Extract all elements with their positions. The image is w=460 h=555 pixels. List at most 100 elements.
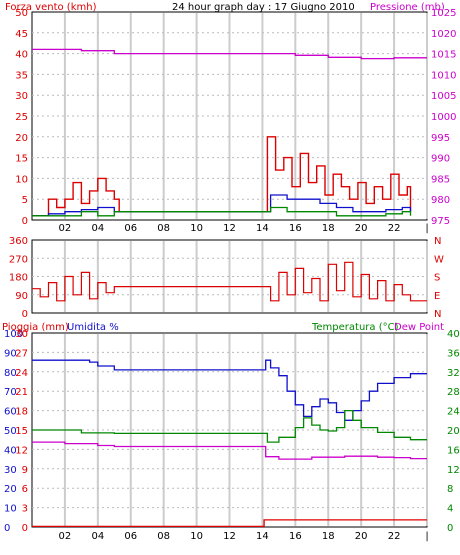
wind-tick-label: 0 bbox=[22, 216, 28, 227]
pressure-tick-label: 990 bbox=[431, 154, 450, 165]
humidity-series bbox=[32, 359, 427, 421]
rain-tick-label: 21 bbox=[15, 387, 28, 398]
pressure-tick-label: 1010 bbox=[431, 70, 456, 81]
wind-tick-label: 10 bbox=[15, 174, 28, 185]
temperature-axis-title: Temperatura (°C) bbox=[311, 322, 399, 333]
x-tick-label: 16 bbox=[289, 531, 302, 542]
direction-tick-label: 360 bbox=[9, 236, 28, 247]
direction-tick-label: 0 bbox=[22, 309, 28, 320]
x-tick-label: 18 bbox=[322, 223, 335, 234]
wind-tick-label: 50 bbox=[15, 8, 28, 19]
wind-tick-label: 45 bbox=[15, 29, 28, 40]
x-tick-label: 04 bbox=[91, 223, 104, 234]
rain-tick-label: 3 bbox=[22, 504, 28, 515]
temperature-tick-label: 4 bbox=[447, 504, 453, 515]
pressure-tick-label: 1015 bbox=[431, 50, 456, 61]
temperature-tick-label: 32 bbox=[447, 368, 460, 379]
pressure-tick-label: 1000 bbox=[431, 112, 456, 123]
humidity-tick-label: 60 bbox=[4, 407, 17, 418]
rain-tick-label: 15 bbox=[15, 426, 28, 437]
humidity-tick-label: 10 bbox=[4, 504, 17, 515]
temperature-tick-label: 0 bbox=[447, 523, 453, 534]
pressure-axis-title: Pressione (mb) bbox=[370, 2, 445, 13]
pressure-series bbox=[32, 48, 427, 60]
x-tick-label: | bbox=[425, 531, 428, 542]
rain-tick-label: 24 bbox=[15, 368, 28, 379]
rain-axis-title: Pioggia (mm) bbox=[2, 322, 69, 333]
x-tick-label: 22 bbox=[388, 223, 401, 234]
x-tick-label: | bbox=[425, 223, 428, 234]
humidity-tick-label: 0 bbox=[4, 523, 10, 534]
rain-tick-label: 27 bbox=[15, 348, 28, 359]
x-tick-label: 02 bbox=[59, 223, 72, 234]
humidity-tick-label: 30 bbox=[4, 465, 17, 476]
temperature-tick-label: 12 bbox=[447, 465, 460, 476]
temperature-tick-label: 16 bbox=[447, 445, 460, 456]
temperature-tick-label: 8 bbox=[447, 484, 453, 495]
compass-tick-label: E bbox=[434, 291, 440, 302]
pressure-tick-label: 1025 bbox=[431, 8, 456, 19]
rain-tick-label: 9 bbox=[22, 465, 28, 476]
rain-tick-label: 6 bbox=[22, 484, 28, 495]
temperature-tick-label: 20 bbox=[447, 426, 460, 437]
wind-tick-label: 5 bbox=[22, 195, 28, 206]
temperature-series bbox=[32, 409, 427, 443]
humidity-tick-label: 90 bbox=[4, 348, 17, 359]
wind-direction-series bbox=[32, 261, 427, 302]
x-tick-label: 06 bbox=[124, 223, 137, 234]
temperature-tick-label: 28 bbox=[447, 387, 460, 398]
x-tick-label: 08 bbox=[157, 531, 170, 542]
wind_min-series bbox=[32, 206, 412, 217]
dew-point-axis-title: Dew Point bbox=[394, 322, 444, 333]
rain-tick-label: 0 bbox=[22, 523, 28, 534]
wind-tick-label: 35 bbox=[15, 70, 28, 81]
pressure-tick-label: 1020 bbox=[431, 29, 456, 40]
humidity-axis-title: Umidita % bbox=[67, 322, 119, 333]
dew_point-series bbox=[32, 441, 427, 460]
humidity-tick-label: 50 bbox=[4, 426, 17, 437]
x-tick-label: 10 bbox=[190, 531, 203, 542]
x-tick-label: 12 bbox=[223, 531, 236, 542]
wind-tick-label: 40 bbox=[15, 50, 28, 61]
compass-tick-label: N bbox=[434, 309, 441, 320]
pressure-tick-label: 995 bbox=[431, 133, 450, 144]
x-tick-label: 08 bbox=[157, 223, 170, 234]
humidity-tick-label: 40 bbox=[4, 445, 17, 456]
pressure-tick-label: 975 bbox=[431, 216, 450, 227]
x-tick-label: 06 bbox=[124, 531, 137, 542]
x-tick-label: 02 bbox=[59, 531, 72, 542]
wind-tick-label: 25 bbox=[15, 112, 28, 123]
direction-tick-label: 270 bbox=[9, 254, 28, 265]
wind_gust-series bbox=[32, 136, 412, 217]
temperature-tick-label: 24 bbox=[447, 407, 460, 418]
direction-tick-label: 180 bbox=[9, 273, 28, 284]
x-tick-label: 18 bbox=[322, 531, 335, 542]
x-tick-label: 12 bbox=[223, 223, 236, 234]
compass-tick-label: W bbox=[434, 254, 444, 265]
direction-tick-label: 90 bbox=[15, 291, 28, 302]
compass-tick-label: S bbox=[434, 273, 440, 284]
x-tick-label: 10 bbox=[190, 223, 203, 234]
pressure-tick-label: 980 bbox=[431, 195, 450, 206]
humidity-tick-label: 20 bbox=[4, 484, 17, 495]
rain-series bbox=[32, 519, 427, 528]
pressure-tick-label: 1005 bbox=[431, 91, 456, 102]
pressure-tick-label: 985 bbox=[431, 174, 450, 185]
x-tick-label: 14 bbox=[256, 223, 269, 234]
series-lines bbox=[32, 48, 427, 528]
wind-axis-title: Forza vento (kmh) bbox=[5, 2, 97, 13]
rain-tick-label: 18 bbox=[15, 407, 28, 418]
humidity-tick-label: 100 bbox=[4, 329, 23, 340]
wind-tick-label: 30 bbox=[15, 91, 28, 102]
x-tick-label: 22 bbox=[388, 531, 401, 542]
rain-tick-label: 30 bbox=[15, 329, 28, 340]
temperature-tick-label: 40 bbox=[447, 329, 460, 340]
axis-labels: 5045403530252015105010251020101510101005… bbox=[4, 8, 460, 542]
temperature-tick-label: 36 bbox=[447, 348, 460, 359]
x-tick-label: 16 bbox=[289, 223, 302, 234]
rain-tick-label: 12 bbox=[15, 445, 28, 456]
humidity-tick-label: 70 bbox=[4, 387, 17, 398]
x-tick-label: 20 bbox=[355, 223, 368, 234]
x-tick-label: 20 bbox=[355, 531, 368, 542]
humidity-tick-label: 80 bbox=[4, 368, 17, 379]
